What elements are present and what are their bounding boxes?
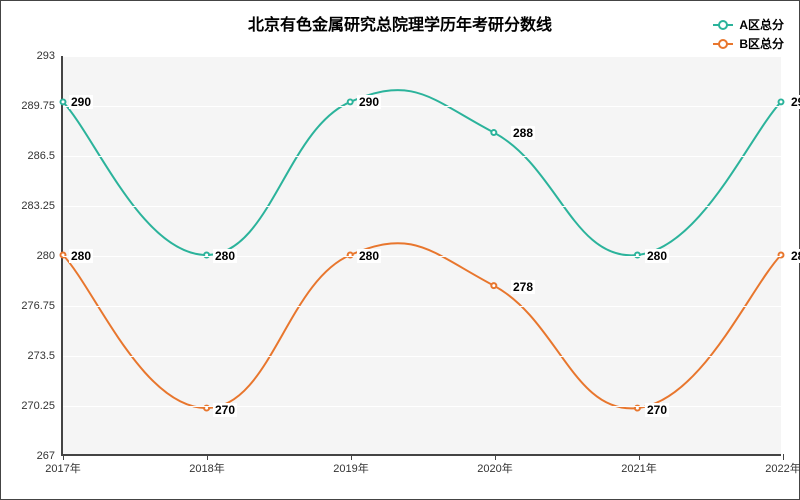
y-tick-label: 293 (37, 50, 63, 62)
series-line-0 (63, 90, 781, 255)
gridline (63, 456, 781, 457)
y-tick-label: 283.25 (21, 200, 63, 212)
gridline (63, 256, 781, 257)
legend-swatch-b (713, 43, 733, 45)
x-tick-mark (63, 454, 64, 460)
gridline (63, 56, 781, 57)
x-tick-mark (207, 454, 208, 460)
legend-item-a: A区总分 (713, 16, 784, 33)
data-label: 280 (357, 249, 381, 263)
data-label: 270 (645, 403, 669, 417)
gridline (63, 156, 781, 157)
plot-area: 267270.25273.5276.75280283.25286.5289.75… (61, 56, 781, 456)
x-tick-mark (639, 454, 640, 460)
data-label: 278 (511, 280, 535, 294)
series-marker (348, 99, 353, 104)
y-tick-label: 273.5 (27, 350, 63, 362)
gridline (63, 406, 781, 407)
y-tick-label: 270.25 (21, 400, 63, 412)
legend-item-b: B区总分 (713, 35, 784, 52)
chart-lines-svg (63, 56, 781, 454)
data-label: 280 (213, 249, 237, 263)
data-label: 270 (213, 403, 237, 417)
data-label: 280 (789, 249, 800, 263)
y-tick-label: 289.75 (21, 100, 63, 112)
series-line-1 (63, 243, 781, 408)
legend-label-b: B区总分 (739, 35, 784, 52)
legend: A区总分 B区总分 (713, 16, 784, 54)
legend-swatch-a (713, 24, 733, 26)
data-label: 280 (645, 249, 669, 263)
series-marker (779, 99, 784, 104)
x-tick-mark (351, 454, 352, 460)
chart-container: 北京有色金属研究总院理学历年考研分数线 A区总分 B区总分 267270.252… (0, 0, 800, 500)
data-label: 290 (69, 95, 93, 109)
chart-title: 北京有色金属研究总院理学历年考研分数线 (1, 11, 799, 35)
data-label: 288 (511, 126, 535, 140)
series-marker (491, 130, 496, 135)
y-tick-label: 286.5 (27, 150, 63, 162)
data-label: 280 (69, 249, 93, 263)
gridline (63, 356, 781, 357)
x-tick-mark (495, 454, 496, 460)
data-label: 290 (789, 95, 800, 109)
x-tick-mark (783, 454, 784, 460)
data-label: 290 (357, 95, 381, 109)
gridline (63, 106, 781, 107)
gridline (63, 306, 781, 307)
series-marker (491, 283, 496, 288)
gridline (63, 206, 781, 207)
y-tick-label: 280 (37, 250, 63, 262)
y-tick-label: 276.75 (21, 300, 63, 312)
legend-label-a: A区总分 (739, 16, 784, 33)
